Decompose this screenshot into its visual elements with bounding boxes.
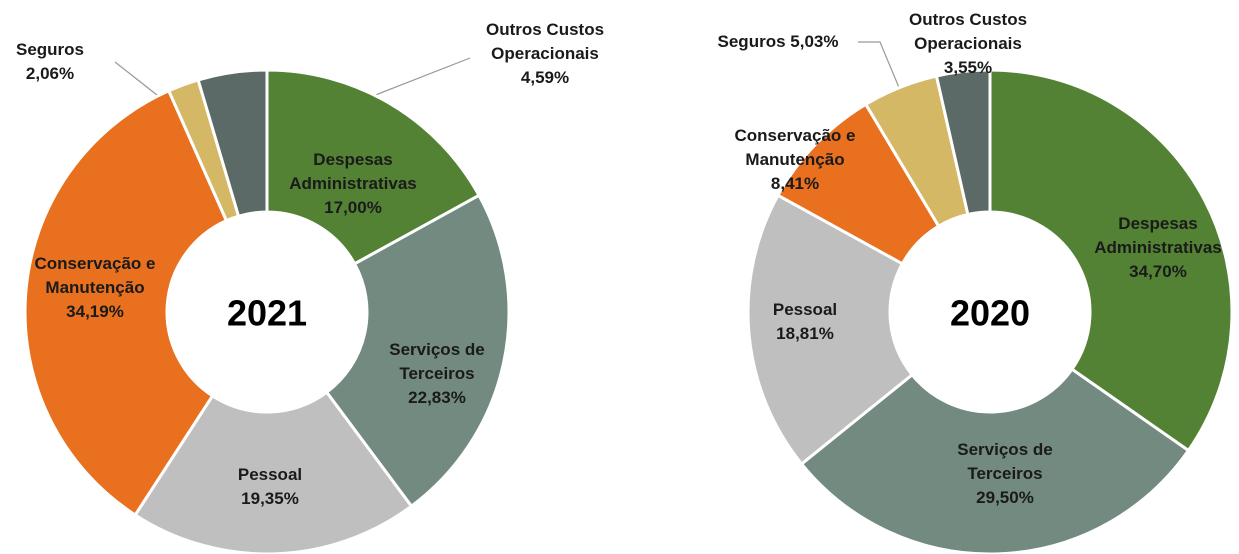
slice-label: Serviços de Terceiros 22,83% bbox=[367, 338, 507, 410]
category-name: Serviços de Terceiros bbox=[389, 340, 485, 383]
slice-label: Pessoal 18,81% bbox=[735, 298, 875, 346]
slice bbox=[265, 68, 482, 266]
slice bbox=[799, 367, 1191, 554]
category-name: Pessoal bbox=[237, 465, 303, 484]
value-label: 29,50% bbox=[976, 488, 1034, 507]
slice bbox=[23, 88, 229, 518]
value-label: 5,03% bbox=[790, 32, 839, 51]
slice-label: Seguros 5,03% bbox=[678, 30, 878, 54]
category-name: Despesas Administrativas bbox=[289, 150, 417, 193]
slice bbox=[746, 193, 915, 467]
center-title: 2020 bbox=[950, 293, 1030, 334]
slice bbox=[934, 68, 992, 217]
category-name: Outros Custos Operacionais bbox=[485, 20, 605, 63]
slice bbox=[988, 68, 1234, 453]
category-name: Pessoal bbox=[772, 300, 838, 319]
value-label: 19,35% bbox=[241, 489, 299, 508]
value-label: 18,81% bbox=[776, 324, 834, 343]
slice-label: Pessoal 19,35% bbox=[200, 463, 340, 511]
slice bbox=[133, 390, 414, 554]
value-label: 17,00% bbox=[324, 198, 382, 217]
slice-label: Despesas Administrativas 34,70% bbox=[1073, 212, 1239, 284]
slice-label: Seguros 2,06% bbox=[5, 38, 95, 86]
slice bbox=[196, 68, 269, 218]
value-label: 4,59% bbox=[520, 68, 570, 87]
value-label: 8,41% bbox=[770, 174, 820, 193]
category-name: Despesas Administrativas bbox=[1094, 214, 1222, 257]
slice-label: Conservação e Manutenção 34,19% bbox=[15, 252, 175, 324]
slice-label: Outros Custos Operacionais 4,59% bbox=[465, 18, 625, 90]
value-label: 34,70% bbox=[1129, 262, 1187, 281]
slice bbox=[324, 193, 511, 509]
value-label: 22,83% bbox=[408, 388, 466, 407]
slice-label: Outros Custos Operacionais 3,55% bbox=[888, 8, 1048, 80]
slice-label: Conservação e Manutenção 8,41% bbox=[718, 124, 873, 196]
value-label: 34,19% bbox=[66, 302, 124, 321]
slice-label: Despesas Administrativas 17,00% bbox=[268, 148, 438, 220]
category-name: Conservação e Manutenção bbox=[734, 126, 856, 169]
value-label: 3,55% bbox=[943, 58, 993, 77]
category-name: Serviços de Terceiros bbox=[957, 440, 1053, 483]
category-name: Seguros bbox=[717, 32, 786, 51]
category-name: Seguros bbox=[15, 40, 85, 59]
center-title: 2021 bbox=[227, 293, 307, 334]
category-name: Conservação e Manutenção bbox=[34, 254, 156, 297]
category-name: Outros Custos Operacionais bbox=[908, 10, 1028, 53]
value-label: 2,06% bbox=[25, 64, 75, 83]
slice-label: Serviços de Terceiros 29,50% bbox=[935, 438, 1075, 510]
